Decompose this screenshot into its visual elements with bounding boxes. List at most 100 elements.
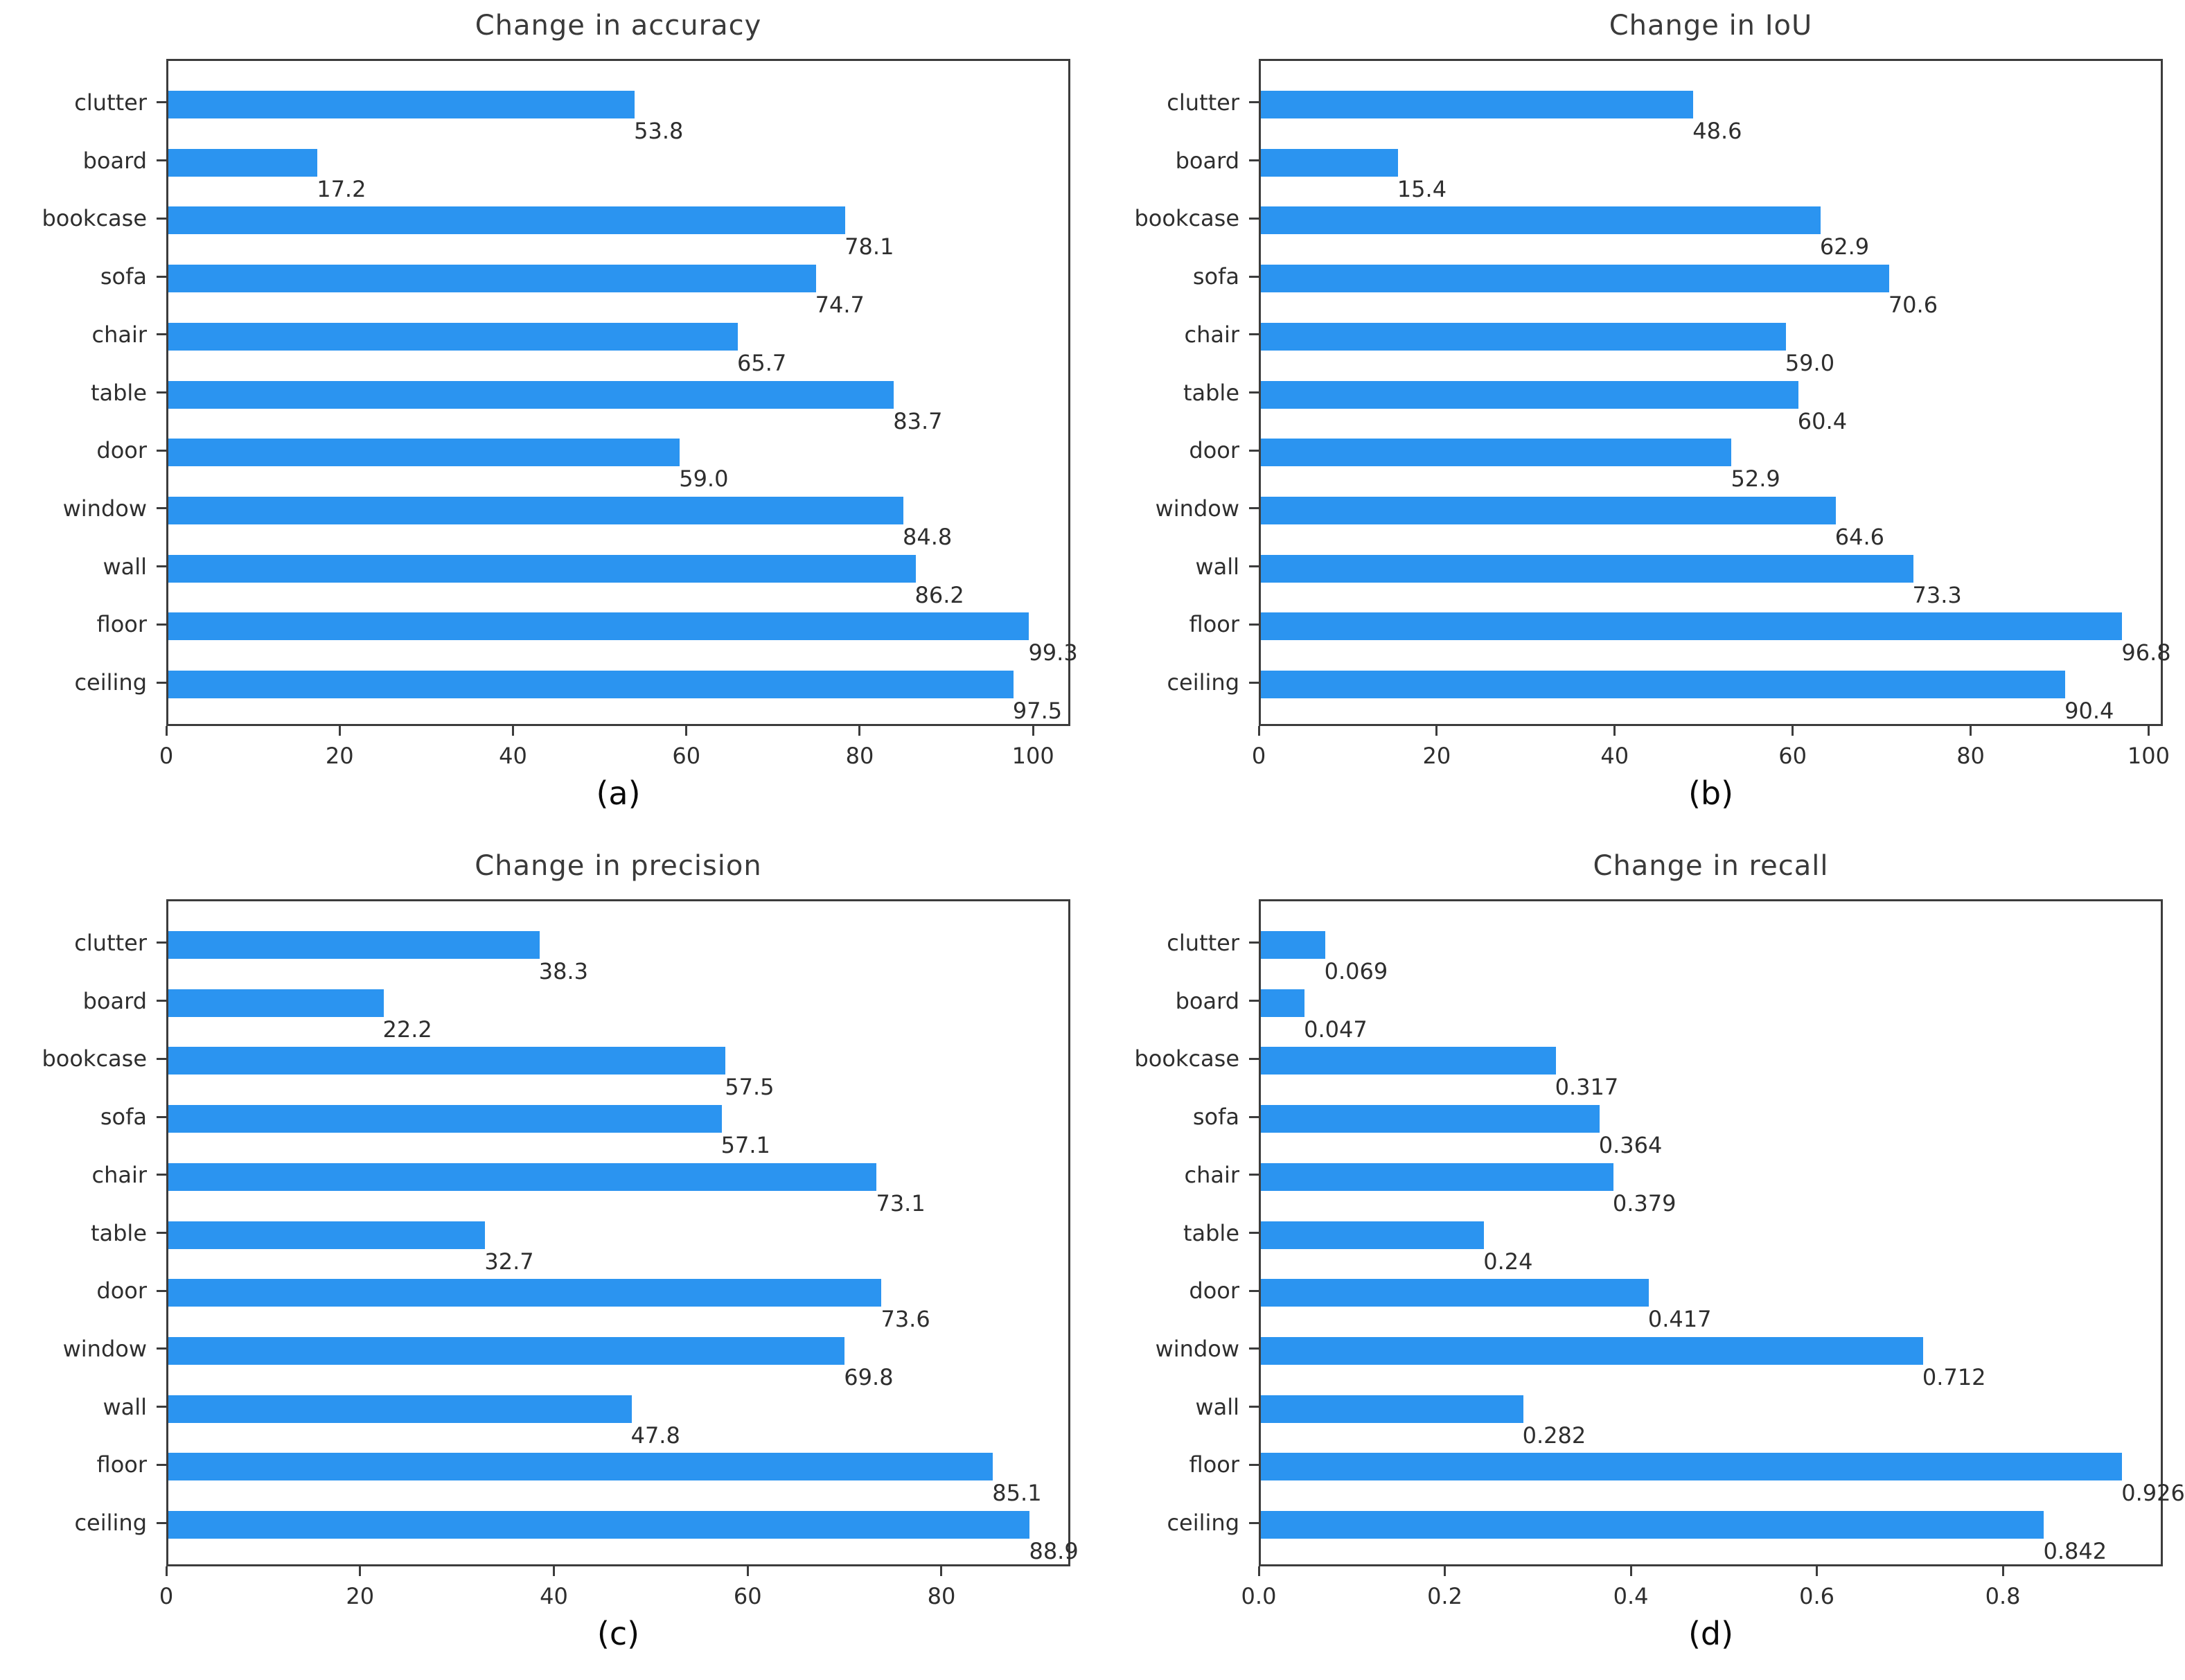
y-tick-sofa [1249, 275, 1259, 278]
category-label-wall: wall [103, 1393, 147, 1420]
category-label-bookcase: bookcase [1134, 1045, 1239, 1072]
y-tick-bookcase [157, 217, 166, 220]
y-tick-floor [157, 623, 166, 626]
y-tick-door [1249, 1289, 1259, 1292]
y-tick-chair [157, 333, 166, 336]
bar-sofa [168, 265, 816, 293]
y-tick-wall [157, 565, 166, 568]
category-label-wall: wall [103, 553, 147, 580]
value-label-wall: 86.2 [914, 581, 964, 608]
value-label-floor: 99.3 [1028, 639, 1078, 666]
x-tick-label-0.4: 0.4 [1613, 1583, 1649, 1609]
x-tick-0.4 [1629, 1566, 1632, 1576]
y-tick-chair [1249, 1174, 1259, 1176]
bar-window [1261, 496, 1836, 524]
y-tick-bookcase [157, 1057, 166, 1060]
y-tick-chair [1249, 333, 1259, 336]
x-tick-label-20: 20 [325, 743, 354, 769]
category-label-door: door [1189, 1277, 1239, 1305]
bar-bookcase [1261, 1047, 1556, 1075]
caption-a: (a) [596, 775, 641, 812]
category-label-clutter: clutter [74, 89, 147, 116]
x-tick-0.8 [2001, 1566, 2004, 1576]
value-label-window: 0.712 [1922, 1363, 1986, 1390]
x-tick-20 [338, 726, 341, 736]
category-label-window: window [62, 1335, 147, 1362]
x-tick-40 [552, 1566, 555, 1576]
y-tick-floor [1249, 1463, 1259, 1466]
y-tick-sofa [157, 275, 166, 278]
y-tick-chair [157, 1174, 166, 1176]
y-tick-door [157, 1289, 166, 1292]
chart-title-accuracy: Change in accuracy [475, 10, 762, 42]
value-label-board: 0.047 [1304, 1016, 1368, 1043]
category-label-floor: floor [96, 611, 147, 638]
value-label-door: 59.0 [679, 466, 729, 493]
bar-door [1261, 439, 1732, 467]
bar-clutter [1261, 90, 1694, 118]
bar-chair [1261, 1162, 1613, 1191]
y-tick-clutter [1249, 101, 1259, 104]
bar-wall [1261, 1395, 1523, 1423]
value-label-board: 15.4 [1397, 175, 1447, 202]
bar-board [168, 148, 318, 177]
category-label-sofa: sofa [100, 263, 147, 290]
y-tick-board [157, 159, 166, 162]
category-label-door: door [1189, 437, 1239, 464]
category-label-sofa: sofa [1192, 263, 1239, 290]
category-label-ceiling: ceiling [1167, 1510, 1239, 1537]
category-label-wall: wall [1195, 553, 1239, 580]
bar-chair [168, 322, 738, 351]
category-label-window: window [1155, 1335, 1239, 1362]
bar-window [1261, 1336, 1923, 1365]
bar-door [168, 439, 680, 467]
x-tick-0.6 [1816, 1566, 1819, 1576]
category-label-chair: chair [1184, 321, 1239, 348]
caption-c: (c) [596, 1615, 640, 1652]
category-label-window: window [1155, 495, 1239, 522]
value-label-ceiling: 0.842 [2043, 1538, 2107, 1565]
x-tick-label-80: 80 [1956, 743, 1985, 769]
bar-window [168, 1336, 845, 1365]
bar-table [168, 1221, 486, 1249]
value-label-ceiling: 97.5 [1012, 698, 1063, 725]
y-tick-ceiling [1249, 1521, 1259, 1524]
value-label-floor: 96.8 [2121, 639, 2171, 666]
value-label-table: 0.24 [1483, 1248, 1533, 1275]
x-tick-0.0 [1257, 1566, 1260, 1576]
bar-clutter [168, 930, 540, 959]
y-tick-door [1249, 449, 1259, 452]
y-tick-wall [1249, 1406, 1259, 1408]
x-tick-60 [1792, 726, 1794, 736]
category-label-chair: chair [1184, 1161, 1239, 1188]
y-tick-bookcase [1249, 1057, 1259, 1060]
x-tick-60 [685, 726, 688, 736]
bar-clutter [168, 90, 635, 118]
category-label-ceiling: ceiling [74, 1510, 147, 1537]
bar-table [1261, 380, 1798, 409]
bar-sofa [1261, 1105, 1600, 1133]
chart-cell-iou: Change in IoU clutter 48.6 board 15.4 bookca… [1092, 0, 2185, 840]
category-label-sofa: sofa [100, 1104, 147, 1131]
x-tick-0 [1257, 726, 1260, 736]
bar-door [1261, 1279, 1649, 1307]
y-tick-table [1249, 391, 1259, 394]
bar-bookcase [168, 206, 846, 235]
bar-chair [168, 1162, 877, 1191]
x-tick-label-40: 40 [540, 1583, 568, 1609]
x-tick-100 [2147, 726, 2150, 736]
x-tick-label-60: 60 [672, 743, 701, 769]
bar-window [168, 496, 904, 524]
y-tick-window [1249, 1347, 1259, 1350]
bar-table [168, 380, 894, 409]
category-label-ceiling: ceiling [1167, 669, 1239, 696]
y-tick-table [1249, 1232, 1259, 1234]
x-tick-label-0.6: 0.6 [1799, 1583, 1834, 1609]
bar-ceiling [1261, 1511, 2044, 1539]
x-tick-40 [511, 726, 514, 736]
category-label-clutter: clutter [1167, 89, 1239, 116]
y-tick-sofa [1249, 1115, 1259, 1118]
value-label-bookcase: 78.1 [844, 233, 894, 260]
category-label-chair: chair [91, 1161, 147, 1188]
